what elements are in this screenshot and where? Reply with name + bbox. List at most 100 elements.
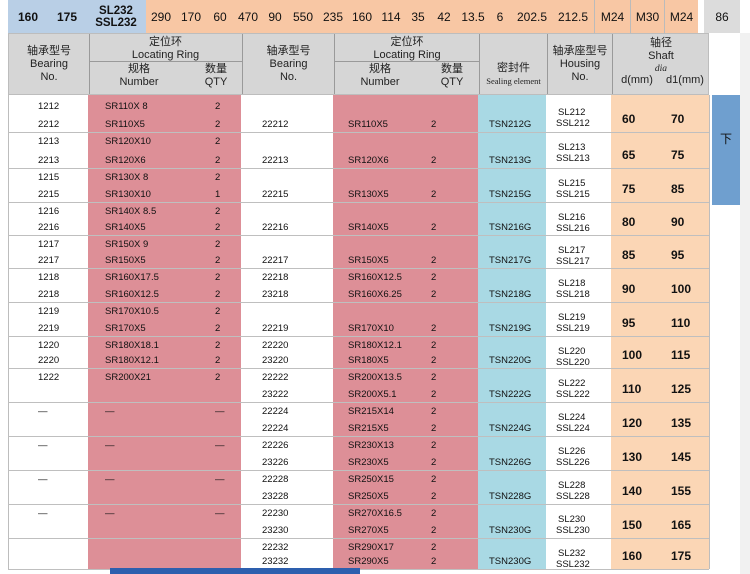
- cell-h1: SL226: [558, 446, 586, 457]
- cell-d1: 125: [671, 382, 692, 396]
- cell-q2b: 2: [431, 491, 437, 502]
- cell-q2b: 2: [431, 355, 437, 366]
- cell-r1a: —: [105, 508, 115, 519]
- cell-r1a: —: [105, 474, 115, 485]
- header-qty2-cn: 数量: [441, 63, 463, 75]
- top-cell: 13.5: [458, 0, 488, 33]
- cell-r2a: SR200X13.5: [348, 372, 402, 383]
- header-housing-cn: 轴承座型号: [552, 45, 608, 57]
- row-separator: [8, 436, 709, 437]
- header-bearing2-cn: 轴承型号: [266, 45, 311, 57]
- cell-d: 120: [622, 416, 643, 430]
- row-separator: [8, 268, 709, 269]
- header-qty2-en: QTY: [440, 76, 464, 88]
- cell-h1: SL213: [558, 142, 586, 153]
- cell-b1a: 1219: [38, 306, 60, 317]
- cell-b2a: 22230: [262, 508, 289, 519]
- cell-b2b: 23222: [262, 389, 289, 400]
- table-header: 轴承型号 Bearing No. 定位环 Locating Ring 规格 Nu…: [8, 33, 709, 95]
- top-cell: 202.5: [512, 0, 552, 33]
- row-separator: [8, 504, 709, 505]
- col-shaft-bg: [611, 95, 710, 569]
- cell-d: 150: [622, 518, 643, 532]
- cell-b2b: 23226: [262, 457, 289, 468]
- top-cell-housing: SL232 SSL232: [86, 0, 146, 33]
- cell-r1a: SR150X 9: [105, 239, 149, 250]
- cell-r1b: SR120X6: [105, 155, 146, 166]
- row-separator: [8, 336, 709, 337]
- header-bearing-no: No.: [40, 71, 58, 83]
- cell-q1b: 2: [215, 255, 221, 266]
- header-ring-2: 定位环 Locating Ring: [335, 36, 479, 62]
- cell-q2b: 2: [431, 389, 437, 400]
- top-cell-d: 160: [8, 0, 48, 33]
- cell-d: 160: [622, 549, 643, 563]
- cell-b1a: 1222: [38, 372, 60, 383]
- cell-b1a: 1213: [38, 136, 60, 147]
- header-spec2-en: Number: [360, 76, 400, 88]
- cell-seal: TSN219G: [489, 323, 532, 334]
- cell-b2a: 22220: [262, 340, 289, 351]
- cell-b2b: 23218: [262, 289, 289, 300]
- cell-seal: TSN212G: [489, 119, 532, 130]
- cell-d1: 115: [671, 348, 691, 362]
- cell-q1a: 2: [215, 206, 221, 217]
- cell-r2b: SR250X5: [348, 491, 389, 502]
- header-housing-en: Housing: [559, 58, 601, 70]
- row-separator: [8, 368, 709, 369]
- cell-q1a: 2: [215, 372, 221, 383]
- cell-seal: TSN230G: [489, 556, 532, 567]
- cell-q1a: 2: [215, 340, 221, 351]
- cell-r1a: SR160X17.5: [105, 272, 159, 283]
- cell-h1: SL217: [558, 245, 586, 256]
- cell-r1a: SR110X 8: [105, 101, 148, 112]
- cell-q1a: —: [215, 406, 225, 417]
- cell-q2b: 2: [431, 457, 437, 468]
- cell-h2: SSL213: [556, 153, 590, 164]
- cell-seal: TSN220G: [489, 355, 532, 366]
- cell-q2a: 2: [431, 372, 437, 383]
- cell-b1a: 1218: [38, 272, 60, 283]
- header-ring2-en: Locating Ring: [373, 49, 441, 61]
- cell-r2b: SR180X5: [348, 355, 389, 366]
- row-separator: [8, 538, 709, 539]
- cell-q2b: 2: [431, 255, 437, 266]
- cell-q2b: 2: [431, 289, 437, 300]
- cell-d: 75: [622, 182, 636, 196]
- cell-h2: SSL216: [556, 223, 590, 234]
- cell-b2a: 22222: [262, 372, 289, 383]
- cell-q2a: 2: [431, 542, 437, 553]
- cell-d1: 95: [671, 248, 685, 262]
- cell-h2: SSL215: [556, 189, 590, 200]
- top-cell: 550: [288, 0, 318, 33]
- cell-b1a: —: [38, 508, 48, 519]
- cell-d: 130: [622, 450, 643, 464]
- header-qty-2: 数量 QTY: [427, 63, 477, 89]
- header-seal-cn: 密封件: [497, 62, 530, 74]
- cell-d: 65: [622, 148, 636, 162]
- cell-b1a: 1215: [38, 172, 60, 183]
- cell-r1a: SR130X 8: [105, 172, 149, 183]
- side-tab[interactable]: 下: [712, 95, 740, 205]
- cell-q1a: 2: [215, 239, 221, 250]
- cell-seal: TSN216G: [489, 222, 532, 233]
- cell-b1a: 1212: [38, 101, 60, 112]
- cell-h1: SL212: [558, 107, 586, 118]
- cell-q1a: 2: [215, 272, 221, 283]
- cell-h1: SL219: [558, 312, 586, 323]
- col-seal-bg: [478, 95, 546, 569]
- cell-r1a: SR120X10: [105, 136, 151, 147]
- cell-r1b: SR130X10: [105, 189, 151, 200]
- header-spec-2: 规格 Number: [335, 63, 425, 89]
- header-housing-no: No.: [571, 71, 589, 83]
- cell-b1b: 2213: [38, 155, 60, 166]
- cell-q1a: —: [215, 474, 225, 485]
- cell-d1: 175: [671, 549, 692, 563]
- cell-q2a: 2: [431, 508, 437, 519]
- cell-r2a: SR180X12.1: [348, 340, 402, 351]
- cell-r2b: SR270X5: [348, 525, 389, 536]
- cell-h1: SL215: [558, 178, 586, 189]
- header-ring-en: Locating Ring: [131, 49, 200, 61]
- header-ring2-cn: 定位环: [390, 36, 424, 48]
- cell-h2: SSL232: [556, 559, 590, 570]
